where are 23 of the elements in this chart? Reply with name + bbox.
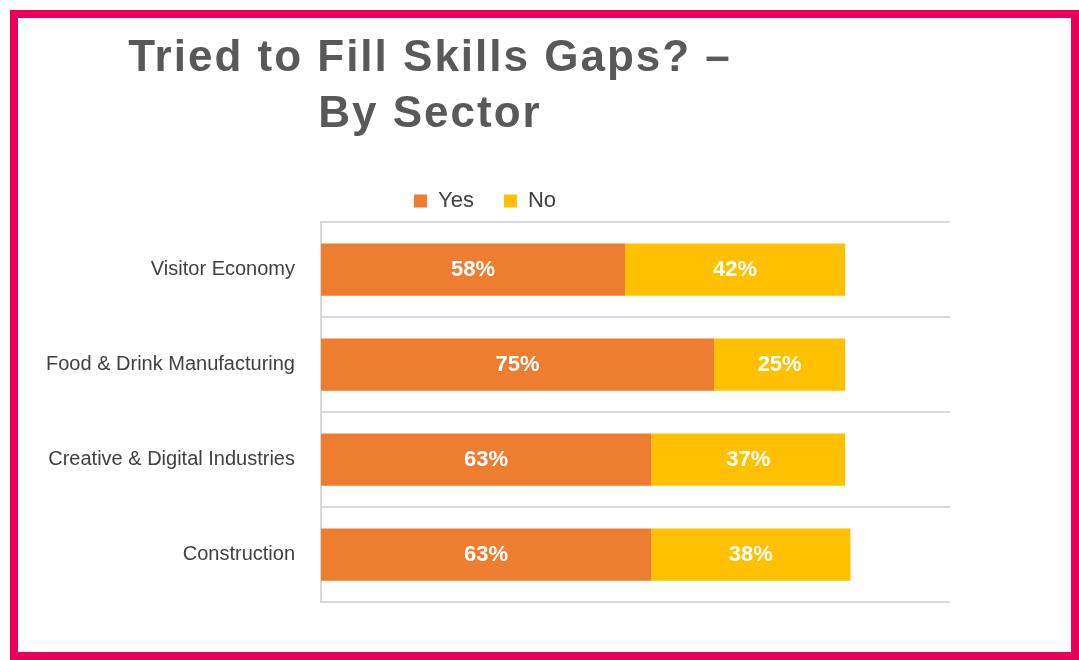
data-label: 58% [450, 255, 496, 281]
y-tick-label: Food & Drink Manufacturing [45, 352, 295, 375]
bar [321, 433, 652, 486]
y-tick-label: Creative & Digital Industries [48, 447, 295, 470]
bar [651, 433, 846, 486]
chart-title: Tried to Fill Skills Gaps? – By Sector [127, 30, 733, 138]
bar [625, 243, 846, 296]
data-label: 42% [713, 255, 758, 281]
y-tick-label: Visitor Economy [150, 257, 295, 280]
legend-label: Yes [437, 187, 474, 213]
bar [321, 338, 715, 391]
bar [321, 243, 626, 296]
legend-label: No [527, 187, 557, 213]
y-tick-label: Construction [182, 542, 295, 565]
bar [321, 528, 652, 581]
bar [714, 338, 846, 391]
data-label: 75% [495, 350, 540, 376]
data-label: 37% [726, 445, 771, 471]
data-label: 63% [464, 445, 509, 471]
data-label: 38% [728, 540, 773, 566]
data-label: 25% [757, 350, 802, 376]
bar [651, 528, 851, 581]
data-label: 63% [464, 540, 509, 566]
